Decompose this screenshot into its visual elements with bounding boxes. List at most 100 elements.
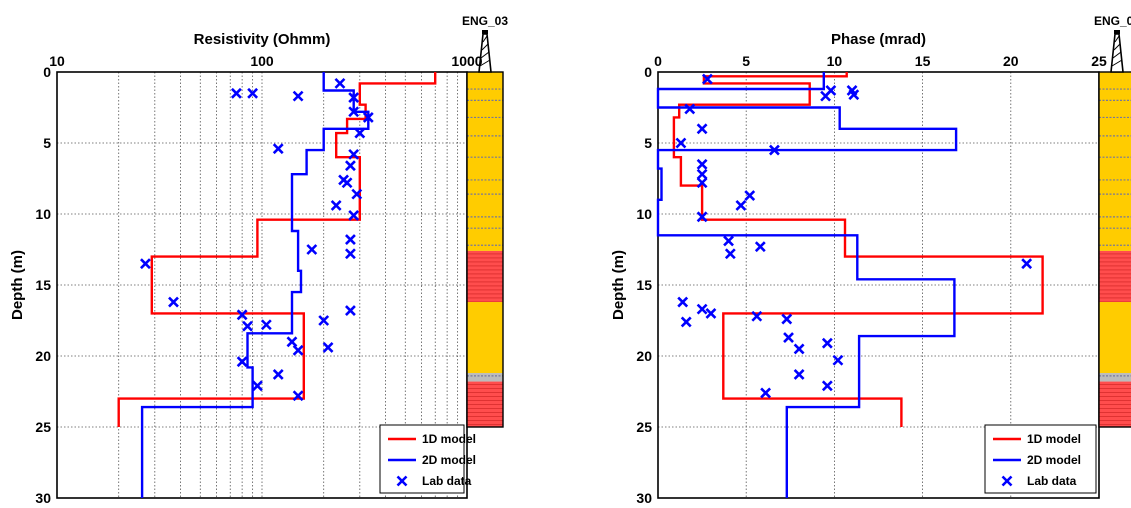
lab-data-point — [701, 73, 713, 85]
lab-data-point — [680, 316, 692, 328]
x-axis-title: Resistivity (Ohmm) — [194, 31, 331, 48]
y-tick-label: 10 — [636, 206, 652, 222]
lab-data-point — [330, 200, 342, 211]
lab-data-point — [751, 310, 763, 322]
lab-data-point — [696, 303, 708, 315]
rig-brace — [481, 43, 489, 51]
lab-data-point — [1021, 258, 1033, 270]
lab-data-point — [793, 369, 805, 380]
lab-data-point — [675, 137, 687, 149]
lab-data-point — [848, 89, 860, 101]
rig-top — [1114, 30, 1120, 34]
lab-data-point — [272, 143, 284, 155]
well-label: ENG_03 — [462, 14, 508, 28]
lab-data-point — [760, 387, 772, 399]
rig-brace — [480, 51, 490, 59]
x-tick-label: 20 — [1003, 53, 1019, 69]
lab-data-point — [696, 158, 708, 170]
lab-data-point — [793, 343, 805, 355]
lab-data-point — [781, 313, 793, 325]
rig-brace — [482, 35, 488, 43]
sand-layer — [1099, 302, 1131, 374]
legend-entry-label: Lab data — [1027, 474, 1077, 488]
series-1d-model-line — [672, 72, 1044, 427]
lab-data-point — [338, 174, 349, 186]
y-tick-label: 5 — [644, 135, 652, 151]
lab-data-point — [348, 106, 360, 118]
legend-swatch-marker — [1001, 475, 1013, 487]
series-2d-model-line — [656, 72, 958, 498]
lab-data-point — [769, 144, 780, 156]
lab-data-point — [140, 258, 151, 270]
legend-entry-label: 2D model — [422, 453, 476, 467]
series-1d-model-line — [117, 72, 437, 427]
legend-entry-label: 2D model — [1027, 453, 1081, 467]
lab-data-point — [696, 168, 708, 180]
y-tick-label: 30 — [636, 490, 652, 506]
lab-data-point — [723, 235, 734, 247]
legend: 1D model 2D model Lab data — [984, 424, 1097, 494]
lab-data-point — [345, 234, 356, 245]
x-tick-label: 100 — [250, 53, 274, 69]
x-tick-label: 25 — [1091, 53, 1107, 69]
lab-data-point — [735, 200, 747, 211]
lab-data-point — [821, 337, 833, 349]
lab-data-point — [168, 296, 179, 308]
lab-data-point — [821, 380, 833, 392]
well-label: ENG_03 — [1094, 14, 1131, 28]
sand-layer — [1099, 72, 1131, 251]
x-tick-label: 0 — [654, 53, 662, 69]
x-tick-label: 15 — [915, 53, 931, 69]
legend: 1D model 2D model Lab data — [379, 424, 476, 494]
lab-data-point — [247, 87, 259, 99]
lab-data-point — [783, 332, 794, 343]
lab-data-point — [252, 380, 263, 392]
well-log-column: ENG_03 — [462, 14, 508, 428]
lab-data-point — [677, 296, 689, 308]
lab-data-point — [348, 92, 360, 103]
lab-data-point — [696, 123, 708, 135]
lab-data-point — [345, 305, 356, 316]
x-tick-label: 10 — [827, 53, 843, 69]
lab-data-point — [292, 390, 304, 402]
y-tick-label: 25 — [35, 419, 51, 435]
lab-data-point — [820, 90, 831, 102]
lab-data-point — [705, 307, 717, 319]
y-tick-label: 15 — [35, 277, 51, 293]
lab-data-point — [334, 77, 346, 89]
y-tick-label: 20 — [35, 348, 51, 364]
gravel-layer — [467, 373, 503, 382]
y-tick-label: 15 — [636, 277, 652, 293]
rig-brace — [479, 59, 491, 67]
clay-layer — [467, 250, 503, 303]
lab-data-point — [744, 190, 756, 201]
y-tick-label: 25 — [636, 419, 652, 435]
series-2d-model-line — [140, 72, 370, 498]
drilling-rig-icon — [1110, 30, 1124, 73]
gravel-layer — [1099, 373, 1131, 382]
lab-data-point — [362, 112, 374, 123]
x-tick-label: 5 — [742, 53, 750, 69]
lab-data-point — [286, 336, 298, 348]
lab-data-point — [306, 244, 318, 255]
legend-swatch-marker — [396, 475, 408, 487]
lab-data-point — [351, 188, 363, 200]
well-log-column: ENG_03 — [1094, 14, 1131, 428]
lab-data-point — [696, 211, 708, 223]
lab-data-point — [348, 210, 360, 221]
lab-data-point — [345, 160, 356, 172]
legend-box — [984, 424, 1097, 494]
y-tick-label: 20 — [636, 348, 652, 364]
legend-entry-label: 1D model — [422, 432, 476, 446]
clay-layer — [1099, 250, 1131, 303]
lab-data-point — [322, 342, 334, 353]
lab-data-point — [230, 87, 242, 99]
x-axis-title: Phase (mrad) — [831, 31, 926, 48]
lab-data-point — [292, 344, 304, 356]
x-tick-label: 10 — [49, 53, 65, 69]
drilling-rig-icon — [478, 30, 492, 73]
y-axis-title: Depth (m) — [610, 250, 627, 320]
lab-data-point — [724, 248, 736, 260]
